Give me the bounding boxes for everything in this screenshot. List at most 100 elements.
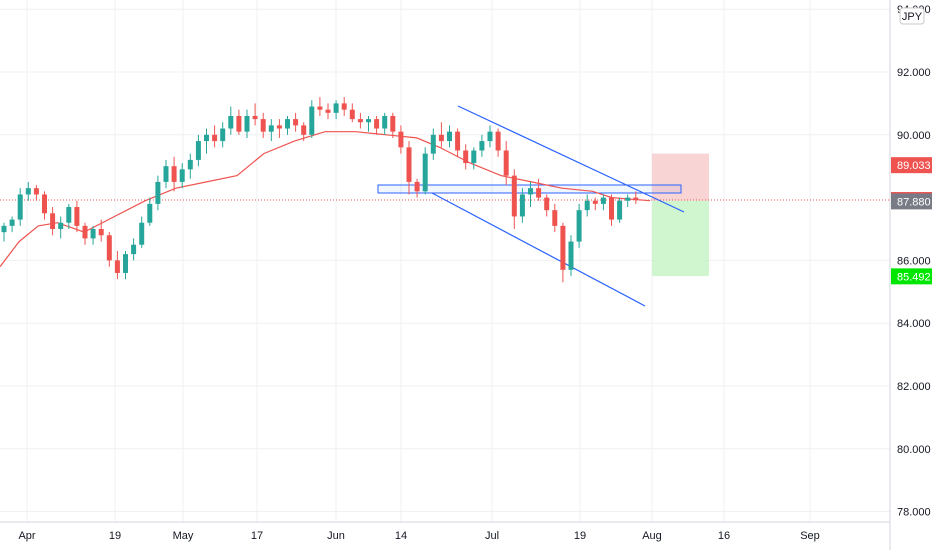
candle[interactable]: [58, 216, 64, 239]
candle[interactable]: [9, 216, 15, 233]
candle[interactable]: [50, 207, 56, 236]
candle[interactable]: [503, 141, 509, 186]
candle[interactable]: [536, 178, 542, 201]
upper-trendline[interactable]: [457, 105, 685, 213]
candle[interactable]: [123, 250, 128, 280]
candle[interactable]: [633, 191, 639, 204]
candle[interactable]: [195, 134, 201, 167]
candle[interactable]: [131, 238, 137, 261]
candles: [1, 97, 639, 283]
candle[interactable]: [163, 159, 169, 189]
candle[interactable]: [33, 185, 39, 201]
candle[interactable]: [179, 163, 185, 189]
candle[interactable]: [276, 119, 282, 138]
candle[interactable]: [171, 156, 177, 192]
candle[interactable]: [349, 103, 355, 123]
candle[interactable]: [90, 225, 96, 245]
candle[interactable]: [552, 203, 558, 233]
candle[interactable]: [528, 181, 533, 208]
candle[interactable]: [374, 115, 380, 135]
y-tick-label: 82.000: [897, 381, 931, 393]
candle[interactable]: [244, 109, 250, 138]
candle[interactable]: [366, 115, 371, 132]
candle[interactable]: [341, 97, 347, 116]
candle[interactable]: [301, 122, 307, 142]
candle[interactable]: [495, 128, 501, 157]
price-axis: 94.00092.00090.00086.00084.00082.00080.0…: [897, 4, 931, 518]
candle[interactable]: [625, 194, 631, 208]
candle[interactable]: [1, 222, 7, 242]
x-tick-label: 19: [109, 530, 121, 542]
grid: [0, 0, 891, 550]
x-tick-label: 19: [574, 530, 586, 542]
candle[interactable]: [471, 147, 477, 170]
candle[interactable]: [236, 109, 242, 135]
candle[interactable]: [204, 128, 209, 154]
candle[interactable]: [228, 106, 234, 135]
x-tick-label: Jul: [485, 530, 499, 542]
candle[interactable]: [584, 194, 590, 217]
candle[interactable]: [25, 181, 31, 201]
candle[interactable]: [268, 119, 274, 142]
candle[interactable]: [382, 112, 388, 135]
candle[interactable]: [544, 194, 550, 217]
candle[interactable]: [187, 153, 193, 179]
candle[interactable]: [212, 125, 218, 148]
candle[interactable]: [487, 125, 493, 148]
candle[interactable]: [220, 122, 226, 148]
price-label: 89.033: [891, 157, 932, 174]
candle[interactable]: [17, 188, 23, 226]
candle[interactable]: [390, 112, 396, 138]
candle[interactable]: [114, 250, 120, 280]
time-axis: Apr 19 May 17 Jun 14 Jul 19 Aug 16 Sep: [18, 530, 819, 542]
candle[interactable]: [74, 200, 80, 233]
candle[interactable]: [422, 147, 428, 195]
x-tick-label: Jun: [327, 530, 345, 542]
candle[interactable]: [463, 144, 469, 170]
y-tick-label: 90.000: [897, 130, 931, 142]
candle[interactable]: [317, 97, 323, 116]
candle[interactable]: [609, 194, 614, 226]
candle[interactable]: [155, 175, 161, 211]
candle[interactable]: [511, 169, 517, 229]
candle[interactable]: [600, 194, 606, 211]
y-tick-label: 86.000: [897, 255, 931, 267]
candle[interactable]: [139, 216, 145, 248]
candle[interactable]: [576, 203, 582, 248]
candle[interactable]: [66, 203, 72, 229]
candle[interactable]: [357, 112, 363, 129]
candle[interactable]: [252, 103, 258, 126]
candle[interactable]: [592, 197, 598, 211]
candle[interactable]: [617, 197, 623, 223]
svg-text:89.033: 89.033: [897, 160, 931, 172]
candle[interactable]: [447, 125, 452, 148]
lower-trendline[interactable]: [431, 192, 646, 307]
candle[interactable]: [42, 191, 47, 220]
svg-text:85.492: 85.492: [897, 271, 931, 283]
candle[interactable]: [293, 112, 299, 132]
candle[interactable]: [398, 125, 404, 154]
candle[interactable]: [147, 197, 153, 226]
candle[interactable]: [260, 112, 266, 138]
candle[interactable]: [82, 222, 88, 245]
x-tick-label: 14: [395, 530, 407, 542]
y-tick-label: 92.000: [897, 67, 931, 79]
candle[interactable]: [568, 235, 574, 277]
candle[interactable]: [479, 134, 485, 157]
candle[interactable]: [285, 115, 290, 135]
candle[interactable]: [106, 232, 112, 267]
candle[interactable]: [309, 100, 315, 138]
currency-badge[interactable]: JPY: [899, 7, 925, 25]
candle[interactable]: [333, 100, 339, 120]
candle[interactable]: [325, 103, 331, 120]
candle[interactable]: [438, 122, 444, 148]
candle[interactable]: [406, 141, 412, 195]
candle[interactable]: [455, 128, 461, 157]
candle[interactable]: [414, 178, 420, 198]
candle[interactable]: [560, 222, 566, 283]
candle[interactable]: [519, 188, 525, 223]
candle[interactable]: [430, 128, 436, 160]
candle[interactable]: [98, 219, 104, 242]
